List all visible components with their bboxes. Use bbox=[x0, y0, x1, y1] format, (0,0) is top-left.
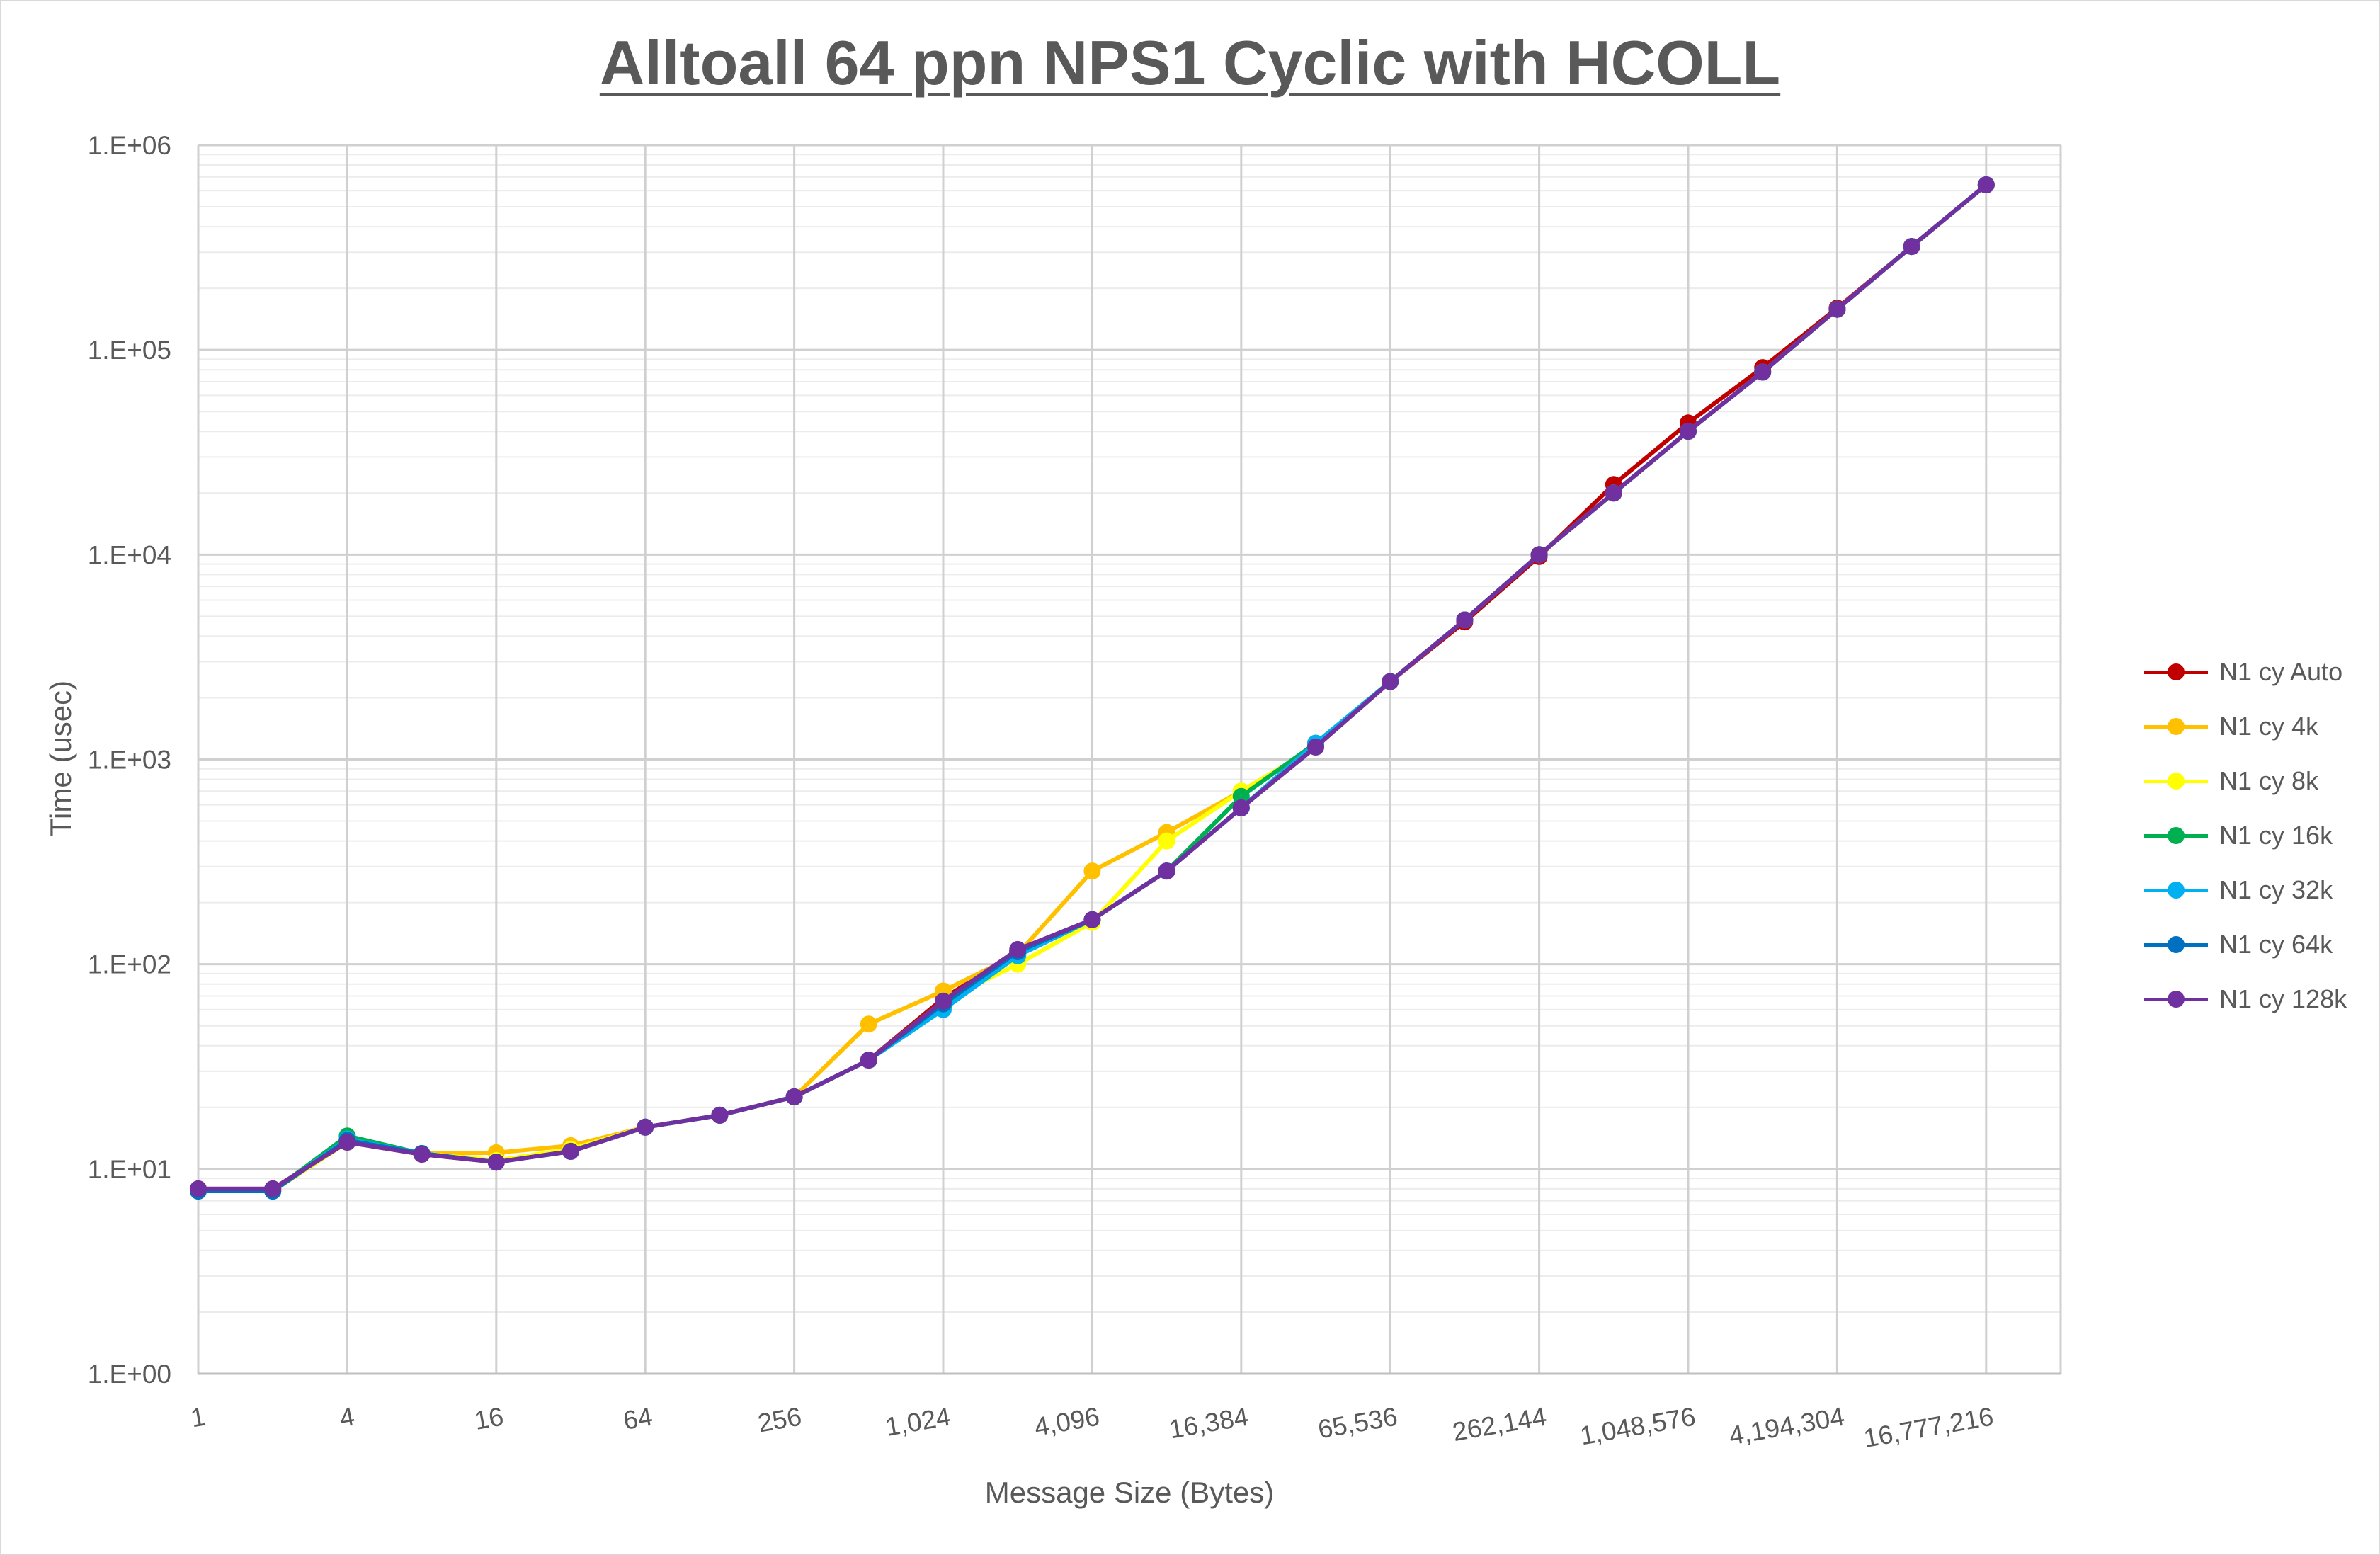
data-point bbox=[487, 1154, 505, 1171]
data-point bbox=[711, 1106, 729, 1124]
legend-label: N1 cy 16k bbox=[2219, 820, 2333, 850]
legend-swatch bbox=[2144, 716, 2208, 737]
legend-marker bbox=[2168, 663, 2185, 680]
data-point bbox=[1530, 546, 1548, 564]
legend-swatch bbox=[2144, 934, 2208, 955]
legend: N1 cy Auto N1 cy 4k N1 cy 8k N1 cy 16k N1 cy… bbox=[2144, 644, 2378, 1026]
x-tick-label: 65,536 bbox=[1316, 1402, 1400, 1445]
y-tick-label: 1.E+06 bbox=[88, 131, 171, 160]
data-point bbox=[637, 1118, 654, 1136]
legend-swatch bbox=[2144, 661, 2208, 683]
x-tick-label: 4,194,304 bbox=[1727, 1402, 1847, 1451]
legend-swatch bbox=[2144, 989, 2208, 1010]
data-point bbox=[860, 1052, 877, 1069]
x-tick-label: 1 bbox=[188, 1402, 207, 1433]
y-tick-label: 1.E+02 bbox=[88, 950, 171, 979]
data-point bbox=[1903, 238, 1920, 256]
legend-label: N1 cy Auto bbox=[2219, 656, 2343, 686]
legend-label: N1 cy 32k bbox=[2219, 875, 2333, 904]
data-point bbox=[1977, 176, 1995, 193]
y-axis-title: Time (usec) bbox=[44, 680, 77, 836]
data-point bbox=[1158, 832, 1175, 850]
legend-item: N1 cy 128k bbox=[2144, 972, 2378, 1026]
x-tick-label: 1,048,576 bbox=[1578, 1402, 1697, 1451]
legend-swatch bbox=[2144, 770, 2208, 792]
y-tick-label: 1.E+04 bbox=[88, 540, 171, 569]
y-axis-ticks: 1.E+00 1.E+01 1.E+02 1.E+03 1.E+04 1.E+05 1.E+… bbox=[88, 131, 171, 1389]
data-point bbox=[935, 992, 952, 1010]
data-point bbox=[785, 1088, 803, 1105]
legend-marker bbox=[2168, 717, 2185, 735]
data-point bbox=[190, 1180, 207, 1197]
data-point bbox=[1828, 300, 1846, 318]
legend-item: N1 cy 16k bbox=[2144, 808, 2378, 862]
data-point bbox=[1605, 484, 1622, 502]
legend-marker bbox=[2168, 826, 2185, 844]
gridlines bbox=[197, 144, 2062, 1375]
y-tick-label: 1.E+05 bbox=[88, 336, 171, 365]
data-point bbox=[1083, 911, 1101, 928]
legend-label: N1 cy 8k bbox=[2219, 765, 2319, 795]
legend-marker bbox=[2168, 772, 2185, 790]
data-point bbox=[1083, 862, 1101, 880]
legend-marker bbox=[2168, 935, 2185, 953]
x-tick-label: 16 bbox=[472, 1402, 506, 1436]
data-point bbox=[1307, 738, 1324, 756]
data-point bbox=[1232, 799, 1250, 816]
data-point bbox=[1009, 940, 1027, 958]
data-point bbox=[338, 1134, 356, 1151]
x-tick-label: 4 bbox=[337, 1402, 356, 1433]
data-point bbox=[860, 1015, 877, 1033]
legend-item: N1 cy 4k bbox=[2144, 699, 2378, 753]
data-point bbox=[562, 1142, 579, 1160]
data-point bbox=[1754, 363, 1772, 381]
data-point bbox=[1456, 611, 1474, 629]
legend-swatch bbox=[2144, 825, 2208, 846]
x-tick-label: 256 bbox=[756, 1402, 804, 1438]
data-point bbox=[413, 1146, 431, 1163]
x-axis-title: Message Size (Bytes) bbox=[985, 1476, 1274, 1509]
chart-title: Alltoall 64 ppn NPS1 Cyclic with HCOLL bbox=[599, 28, 1781, 98]
x-tick-label: 16,777,216 bbox=[1862, 1402, 1995, 1454]
data-point bbox=[1680, 423, 1697, 440]
data-point bbox=[1158, 862, 1175, 880]
x-axis-ticks: 1 4 16 64 256 1,024 4,096 16,384 65,536 262,144 1,… bbox=[188, 1402, 1995, 1454]
series-lines bbox=[190, 176, 1995, 1200]
x-tick-label: 16,384 bbox=[1167, 1402, 1251, 1445]
legend-label: N1 cy 4k bbox=[2219, 711, 2319, 741]
x-tick-label: 4,096 bbox=[1032, 1402, 1101, 1442]
legend-label: N1 cy 64k bbox=[2219, 929, 2333, 959]
x-tick-label: 1,024 bbox=[883, 1402, 952, 1442]
x-tick-label: 64 bbox=[621, 1402, 655, 1436]
series-7 bbox=[190, 176, 1995, 1197]
legend-item: N1 cy Auto bbox=[2144, 644, 2378, 699]
data-point bbox=[264, 1180, 282, 1197]
legend-swatch bbox=[2144, 879, 2208, 901]
legend-item: N1 cy 8k bbox=[2144, 753, 2378, 808]
legend-item: N1 cy 32k bbox=[2144, 862, 2378, 917]
legend-marker bbox=[2168, 881, 2185, 899]
y-tick-label: 1.E+01 bbox=[88, 1155, 171, 1184]
x-tick-label: 262,144 bbox=[1450, 1402, 1549, 1447]
data-point bbox=[1382, 673, 1399, 690]
legend-item: N1 cy 64k bbox=[2144, 917, 2378, 972]
legend-marker bbox=[2168, 990, 2185, 1008]
y-tick-label: 1.E+03 bbox=[88, 746, 171, 775]
y-tick-label: 1.E+00 bbox=[88, 1360, 171, 1389]
legend-label: N1 cy 128k bbox=[2219, 984, 2347, 1013]
